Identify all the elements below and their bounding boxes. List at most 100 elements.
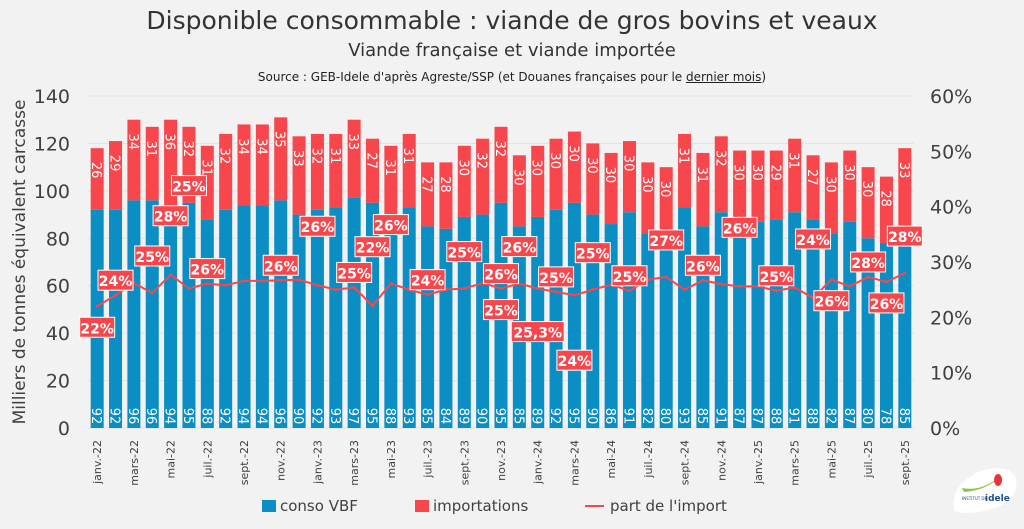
- bar-conso-vbf: [824, 233, 838, 428]
- bar-conso-vbf: [182, 202, 196, 428]
- bar-importations: [457, 145, 471, 217]
- bar-importations: [347, 119, 361, 198]
- bar-conso-vbf: [457, 216, 471, 428]
- line-label-box: [850, 251, 887, 273]
- bar-importations: [861, 167, 875, 239]
- bar-label-importations: 30: [841, 164, 856, 181]
- y-tick-label: 20: [46, 371, 70, 393]
- line-label-box: [409, 269, 446, 291]
- bar-label-importations: 27: [364, 152, 379, 169]
- bar-importations: [622, 141, 636, 213]
- bar-conso-vbf: [402, 207, 416, 428]
- line-label: 25%: [135, 250, 169, 266]
- bar-label-conso-vbf: 94: [162, 408, 177, 425]
- y-tick-label: 120: [34, 133, 70, 155]
- bar-conso-vbf: [843, 221, 857, 428]
- bar-conso-vbf: [255, 205, 269, 428]
- bar-importations: [824, 162, 838, 234]
- bar-importations: [310, 133, 324, 210]
- bar-label-conso-vbf: 92: [547, 408, 562, 425]
- line-label: 24%: [558, 354, 592, 370]
- bar-label-importations: 31: [676, 148, 691, 165]
- x-tick-label: janv.-23: [311, 440, 324, 485]
- line-label: 26%: [301, 220, 335, 236]
- x-tick-label: janv.-24: [532, 440, 545, 485]
- bar-label-importations: 31: [198, 160, 213, 177]
- bar-label-conso-vbf: 80: [859, 408, 874, 425]
- bar-label-importations: 32: [180, 141, 195, 158]
- y2-tick-label: 10%: [930, 363, 972, 385]
- bar-label-conso-vbf: 97: [345, 408, 360, 425]
- x-tick-label: janv.-25: [752, 440, 765, 485]
- line-point: [572, 293, 576, 297]
- bar-label-importations: 31: [382, 160, 397, 177]
- line-label-box: [262, 254, 299, 276]
- bar-importations: [586, 143, 600, 215]
- line-point: [242, 279, 246, 283]
- line-point: [260, 279, 264, 283]
- line-label: 24%: [411, 274, 445, 290]
- line-label-box: [886, 225, 923, 247]
- bar-importations: [329, 133, 343, 208]
- bar-conso-vbf: [145, 200, 159, 428]
- line-point: [297, 278, 301, 282]
- bar-importations: [421, 162, 435, 227]
- bar-label-importations: 30: [565, 145, 580, 162]
- bar-label-importations: 28: [877, 190, 892, 207]
- bar-label-importations: 30: [657, 181, 672, 198]
- bar-importations: [255, 124, 269, 206]
- x-tick-label: sept.-24: [679, 440, 692, 485]
- line-point: [95, 304, 99, 308]
- bar-conso-vbf: [347, 197, 361, 428]
- y2-tick-label: 40%: [930, 197, 972, 219]
- bar-label-importations: 30: [620, 155, 635, 172]
- bar-importations: [476, 138, 490, 215]
- line-point: [224, 283, 228, 287]
- bar-label-importations: 30: [859, 181, 874, 198]
- line-point: [903, 271, 907, 275]
- line-label-box: [813, 290, 850, 312]
- bar-conso-vbf: [861, 238, 875, 428]
- line-point: [627, 289, 631, 293]
- bar-importations: [200, 145, 214, 220]
- source-link[interactable]: dernier mois: [685, 70, 762, 84]
- line-point: [334, 288, 338, 292]
- bar-label-conso-vbf: 88: [767, 408, 782, 425]
- bar-label-importations: 32: [474, 152, 489, 169]
- bar-conso-vbf: [549, 209, 563, 428]
- line-label-box: [684, 254, 721, 276]
- line-point: [591, 288, 595, 292]
- line-point: [664, 275, 668, 279]
- bar-importations: [733, 150, 747, 222]
- line-label: 25%: [484, 304, 518, 320]
- bar-label-conso-vbf: 92: [88, 408, 103, 425]
- line-label-box: [721, 216, 758, 238]
- line-point: [774, 289, 778, 293]
- x-tick-label: mars-22: [128, 440, 141, 486]
- bar-label-conso-vbf: 96: [272, 408, 287, 425]
- bar-importations: [494, 126, 508, 203]
- legend-label-conso-vbf: conso VBF: [280, 497, 358, 515]
- bar-label-importations: 31: [694, 167, 709, 184]
- bar-label-conso-vbf: 88: [804, 408, 819, 425]
- bar-label-importations: 31: [327, 148, 342, 165]
- line-label-box: [134, 245, 171, 267]
- y2-tick-label: 20%: [930, 307, 972, 329]
- bar-importations: [219, 133, 233, 210]
- bar-label-importations: 34: [235, 138, 250, 155]
- bar-importations: [696, 152, 710, 227]
- line-point: [793, 285, 797, 289]
- bar-label-importations: 30: [602, 167, 617, 184]
- line-point: [554, 290, 558, 294]
- bar-label-conso-vbf: 93: [400, 408, 415, 425]
- bar-label-importations: 36: [162, 133, 177, 150]
- bar-label-conso-vbf: 88: [382, 408, 397, 425]
- line-point: [536, 287, 540, 291]
- bar-conso-vbf: [898, 226, 912, 428]
- source-text: Source : GEB-Idele d'après Agreste/SSP (…: [257, 70, 686, 84]
- x-tick-label: mars-25: [789, 440, 802, 486]
- bar-importations: [898, 148, 912, 227]
- bar-conso-vbf: [200, 219, 214, 428]
- bar-label-conso-vbf: 84: [437, 408, 452, 425]
- line-label-box: [372, 214, 409, 236]
